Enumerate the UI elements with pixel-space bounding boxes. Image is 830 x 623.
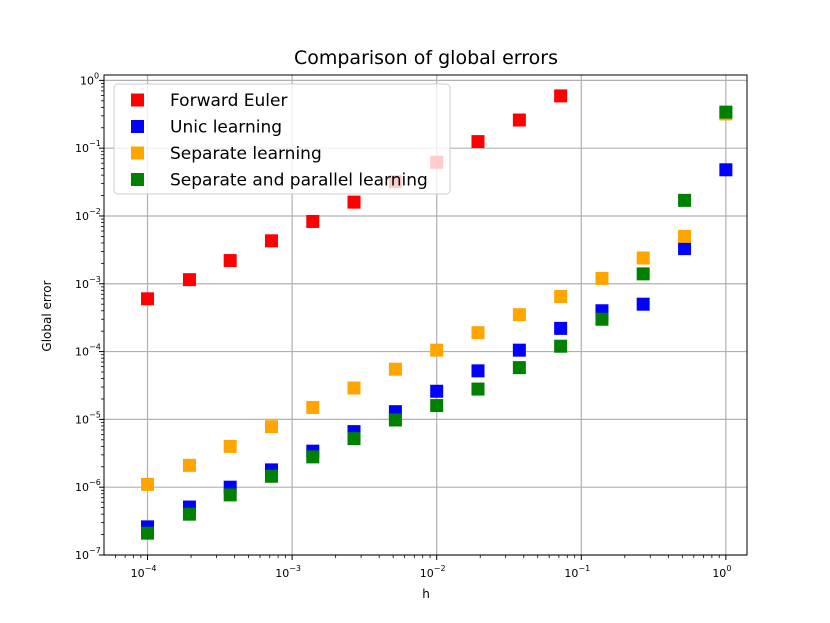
y-tick-exponent: −7	[89, 546, 101, 555]
legend-label: Separate and parallel learning	[170, 171, 428, 191]
legend-box	[113, 83, 451, 195]
legend: Forward Euler Unic learning Separate learn…	[113, 83, 451, 195]
axes-frame	[103, 74, 748, 556]
legend-marker	[131, 93, 144, 107]
y-tick-exponent: −3	[89, 275, 101, 284]
data-point	[430, 343, 444, 357]
data-point	[347, 381, 361, 395]
data-point	[306, 400, 320, 414]
data-point	[636, 251, 650, 265]
data-point	[182, 507, 196, 521]
data-point	[554, 89, 568, 103]
data-point	[512, 343, 526, 357]
x-tick-exponent: −1	[578, 564, 590, 573]
legend-marker	[131, 173, 144, 186]
data-point	[471, 382, 485, 396]
data-point	[182, 273, 196, 287]
legend-label: Unic learning	[170, 118, 282, 138]
x-axis-label: h	[422, 587, 430, 601]
data-point	[595, 271, 609, 285]
data-point	[554, 321, 568, 335]
data-point	[595, 312, 609, 326]
data-point	[512, 361, 526, 375]
series-separate-and-parallel-learning	[141, 105, 733, 540]
data-point	[471, 364, 485, 378]
data-point	[264, 420, 278, 434]
data-point	[678, 229, 692, 243]
data-point	[264, 234, 278, 248]
data-point	[306, 450, 320, 464]
data-point	[430, 384, 444, 398]
chart-title: Comparison of global errors	[294, 47, 558, 69]
legend-marker	[131, 120, 144, 133]
legend-marker	[131, 146, 144, 160]
y-tick-exponent: −2	[89, 207, 101, 216]
data-point	[636, 297, 650, 311]
data-point	[223, 439, 237, 453]
data-point	[306, 214, 320, 228]
data-point	[512, 308, 526, 322]
data-point	[636, 267, 650, 281]
data-point	[554, 289, 568, 303]
data-point	[471, 135, 485, 149]
data-point	[347, 195, 361, 209]
y-axis-label: Global error	[40, 280, 54, 351]
data-point	[347, 432, 361, 446]
legend-label: Forward Euler	[170, 91, 287, 111]
x-tick-exponent: −4	[145, 564, 157, 573]
data-point	[141, 477, 155, 491]
data-point	[223, 254, 237, 268]
x-tick-exponent: 0	[726, 564, 731, 573]
legend-label: Separate learning	[170, 144, 322, 164]
y-tick-exponent: −4	[89, 343, 101, 352]
data-point	[182, 458, 196, 472]
data-point	[430, 399, 444, 413]
y-tick-exponent: −6	[89, 478, 101, 487]
data-point	[678, 193, 692, 207]
data-point	[719, 105, 733, 119]
data-point	[141, 526, 155, 540]
data-point	[388, 413, 402, 427]
data-point	[388, 362, 402, 376]
data-point	[678, 242, 692, 256]
data-point	[141, 292, 155, 306]
y-tick-exponent: −1	[89, 139, 101, 148]
x-tick-exponent: −3	[289, 564, 301, 573]
y-tick-exponent: −5	[89, 410, 101, 419]
data-point	[471, 326, 485, 340]
x-tick-exponent: −2	[434, 564, 446, 573]
data-point	[554, 339, 568, 353]
data-point	[223, 488, 237, 502]
data-point	[512, 113, 526, 127]
data-point	[719, 163, 733, 177]
y-tick-exponent: 0	[94, 71, 99, 80]
data-point	[264, 469, 278, 483]
